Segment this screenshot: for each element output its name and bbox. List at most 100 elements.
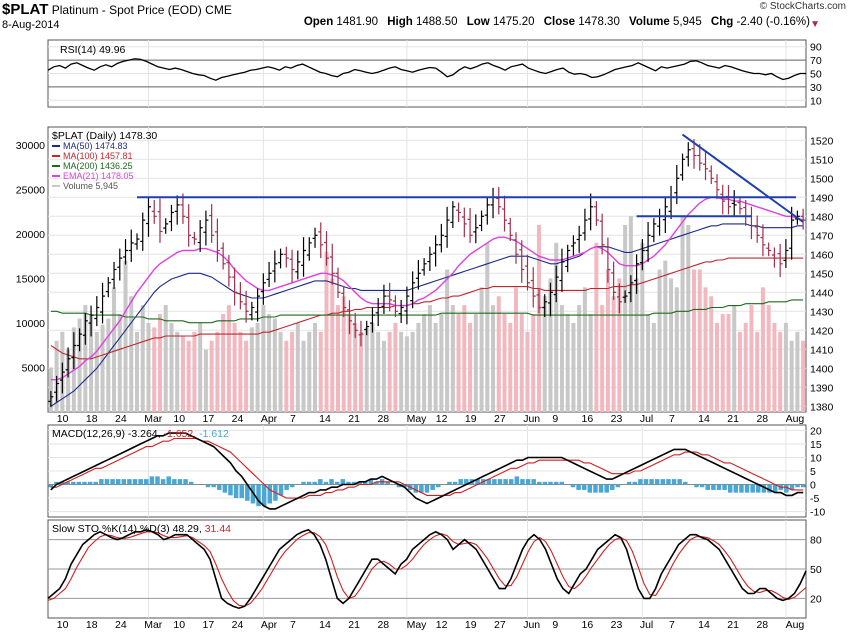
x-tick-label-bottom: 17 [203,619,215,631]
volume-bar [726,314,731,412]
macd-histogram-bar [581,484,587,490]
price-bar [800,208,806,230]
exchange: CME [205,3,232,17]
x-tick-label-bottom: 9 [552,619,558,631]
price-bar [226,255,232,287]
macd-histogram-bar [245,484,250,501]
x-tick-label: Apr [261,413,278,425]
macd-histogram-bar [155,476,160,485]
price-bar [479,210,485,232]
price-bar [214,218,220,262]
macd-histogram-bar [514,476,520,485]
x-tick-label: 18 [86,413,98,425]
price-bar [180,193,186,224]
price-bar [467,207,473,243]
volume-bar [760,287,765,412]
volume-tick-label: 15000 [16,273,45,285]
macd-histogram-bar [795,484,800,488]
volume-bar [238,331,243,412]
macd-histogram-bar [76,481,82,485]
price-bar [605,237,611,283]
price-bar [352,312,358,338]
macd-histogram-bar [666,479,671,485]
macd-histogram-bar [104,479,110,485]
price-bar [530,267,536,308]
volume-bar [387,331,392,412]
macd-signal-value: -1.652, [163,428,199,440]
price-bar [117,248,123,281]
price-bar [151,199,157,224]
price-bar [157,198,163,243]
price-tick-label: 1520 [810,135,834,147]
price-bar [249,301,255,321]
low-label: Low [466,16,490,28]
volume-bar [554,242,559,412]
price-bar [622,290,628,303]
price-bar [341,285,347,317]
x-tick-label: 10 [57,413,69,425]
price-bar [651,218,657,243]
rsi-tick-label: 90 [810,42,822,54]
macd-histogram-bar [132,479,138,485]
volume-bar [623,224,628,412]
macd-histogram-bar [492,479,497,485]
macd-histogram-bar [166,476,171,485]
price-bar [369,307,375,333]
macd-histogram-bar [784,484,789,493]
macd-histogram-bar [593,484,598,493]
price-bar [639,239,645,271]
price-bar [645,222,651,262]
legend-entry: Volume 5,945 [63,181,118,191]
ohlc-bar: Open 1481.90 High 1488.50 Low 1475.20 Cl… [304,16,810,28]
x-tick-label: 14 [698,413,710,425]
chg-down-icon: ▼ [810,19,820,30]
volume-bar [485,242,490,412]
x-tick-label-bottom: 27 [494,619,506,631]
high-label: High [387,16,413,28]
price-bar [398,299,404,324]
legend-entry: MA(100) 1457.81 [63,151,133,161]
volume-bar [651,322,656,412]
macd-tick-label: 5 [810,466,816,478]
volume-tick-label: 25000 [16,184,45,196]
price-bar [94,296,100,327]
price-bar [312,227,318,248]
volume-value: 5,945 [672,16,702,28]
macd-histogram-bar [503,479,508,485]
volume-bar [267,314,272,412]
volume-bar [284,340,289,412]
price-bar [329,243,335,285]
macd-histogram-bar [643,479,649,485]
price-bar [427,246,433,272]
volume-bar [215,331,220,412]
macd-histogram-bar [115,479,121,485]
open-value: 1481.90 [336,16,378,28]
macd-histogram-bar [59,481,65,485]
x-tick-label-bottom: Jul [640,619,653,631]
volume-bar [94,331,99,412]
sto-title: Slow STO %K(14) %D(3) 48.29, 31.44 [52,523,231,535]
macd-histogram-bar [329,479,334,485]
macd-histogram-bar [800,484,806,488]
volume-bar [789,340,794,412]
volume-bar [491,305,496,412]
macd-tick-label: 10 [810,452,822,464]
volume-bar [272,318,277,412]
volume-bar [399,331,404,412]
x-tick-label: 16 [582,413,594,425]
volume-bar [542,296,547,412]
price-bar [145,197,151,237]
macd-histogram-bar [71,481,76,485]
price-bar [593,201,599,226]
volume-tick-label: 30000 [16,140,45,152]
volume-bar [89,314,94,412]
price-bar [714,174,720,200]
volume-bar [646,314,651,412]
macd-histogram-bar [121,479,127,485]
volume-bar [410,331,415,412]
volume-bar [703,287,708,412]
macd-histogram-bar [312,481,317,485]
volume-bar [146,322,151,412]
macd-histogram-bar [458,479,463,485]
